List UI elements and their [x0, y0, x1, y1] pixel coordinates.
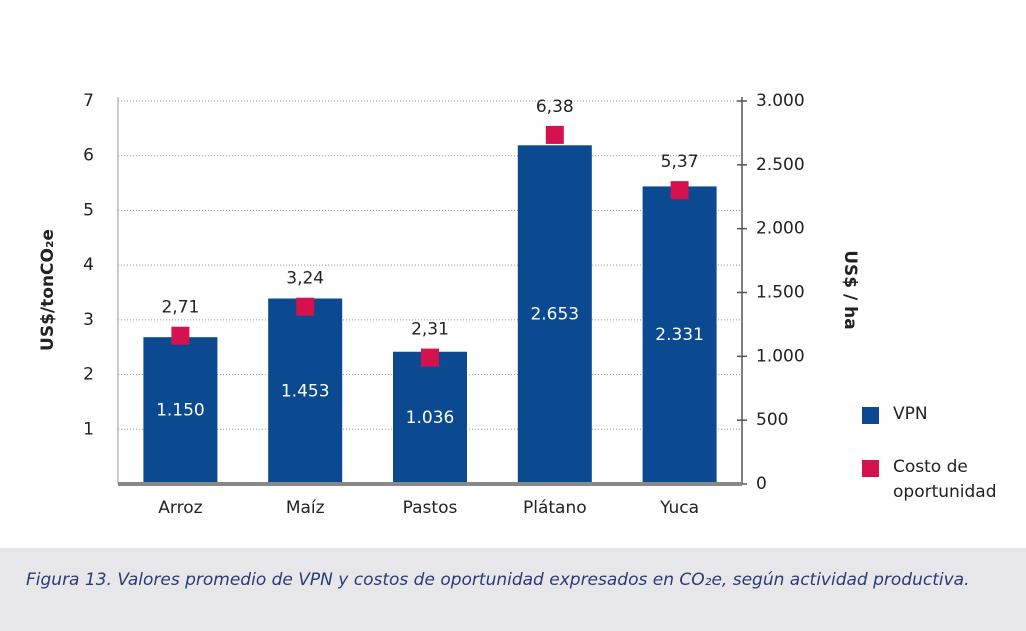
y2-tick-label: 0 [756, 474, 767, 494]
legend-label: VPN [893, 404, 928, 424]
marker-value-label: 6,38 [536, 97, 574, 117]
x-tick-label: Pastos [403, 498, 458, 518]
marker [545, 125, 564, 144]
y-tick-label: 1 [83, 419, 94, 439]
x-tick-label: Yuca [659, 498, 699, 518]
x-tick-label: Plátano [523, 498, 587, 518]
bar-value-label: 1.036 [406, 408, 455, 428]
bar [393, 351, 467, 484]
chart: US$/tonCO₂e US$ / ha 1 2 3 4 5 6 7 0 500 1.000 1.5… [38, 91, 879, 518]
y-tick-label: 7 [83, 91, 94, 111]
y-tick-label: 6 [83, 146, 94, 166]
legend-swatch [862, 407, 879, 424]
marker-value-label: 2,71 [161, 298, 199, 318]
marker [670, 181, 689, 200]
y2-tick-label: 1.000 [756, 346, 805, 366]
y2-tick-label: 2.500 [756, 155, 805, 175]
bar [642, 186, 717, 484]
caption: Figura 13. Valores promedio de VPN y cos… [0, 548, 1026, 631]
y-axis-label: US$/tonCO₂e [38, 229, 58, 351]
bar [268, 298, 343, 484]
x-tick-label: Arroz [158, 498, 202, 518]
marker-value-label: 5,37 [661, 152, 699, 172]
y2-tick-label: 500 [756, 410, 788, 430]
bar-value-label: 1.150 [156, 401, 205, 421]
bar [517, 145, 592, 484]
marker [421, 348, 439, 367]
bar-value-label: 1.453 [281, 381, 330, 401]
y-tick-label: 5 [83, 200, 94, 220]
legend-swatch [862, 460, 879, 477]
y2-tick-label: 1.500 [756, 283, 805, 303]
y-tick-label: 2 [83, 365, 94, 385]
y-tick-label: 4 [83, 255, 94, 275]
y-tick-label: 3 [83, 310, 94, 330]
y2-axis-label: US$ / ha [840, 250, 860, 330]
y2-tick-label: 3.000 [756, 91, 805, 111]
marker-value-label: 3,24 [286, 269, 324, 289]
marker [171, 326, 190, 345]
bar-value-label: 2.653 [530, 305, 579, 325]
legend-label: Costo de oportunidad [893, 457, 997, 502]
y2-tick-label: 2.000 [756, 219, 805, 239]
bar-value-label: 2.331 [655, 325, 704, 345]
bar [143, 337, 218, 484]
x-tick-label: Maíz [286, 498, 325, 518]
marker [296, 297, 315, 316]
marker-value-label: 2,31 [411, 320, 449, 340]
